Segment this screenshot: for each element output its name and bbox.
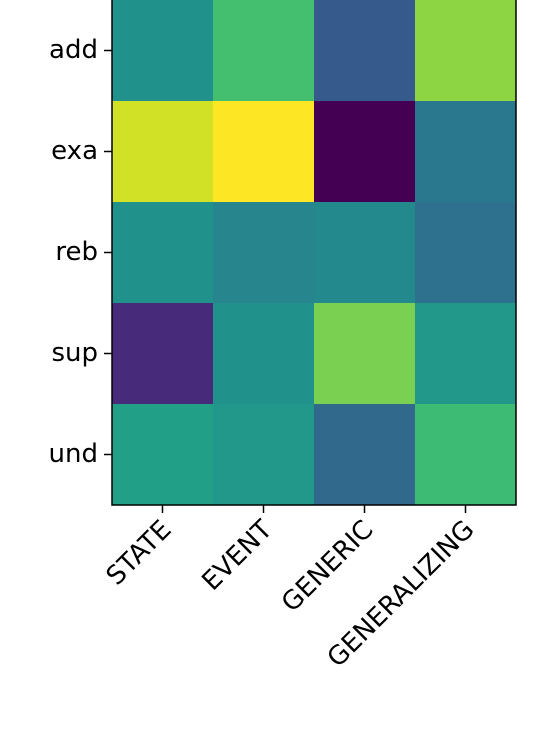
plot-frame <box>111 0 517 506</box>
heatmap-cell <box>213 303 315 405</box>
heatmap-cell <box>314 404 416 506</box>
heatmap-cell <box>314 202 416 304</box>
heatmap-cell <box>314 0 416 102</box>
heatmap-cell <box>415 101 517 203</box>
heatmap-cell <box>415 0 517 102</box>
heatmap-cell <box>314 101 416 203</box>
heatmap-cell <box>213 101 315 203</box>
heatmap-cell <box>213 202 315 304</box>
x-tick-label: STATE <box>101 515 178 592</box>
heatmap-cell <box>112 303 214 405</box>
heatmap-cell <box>213 0 315 102</box>
heatmap-cell <box>415 404 517 506</box>
y-tick-label: sup <box>51 338 98 368</box>
heatmap-cell <box>415 202 517 304</box>
heatmap-cell <box>415 303 517 405</box>
heatmap-cell <box>213 404 315 506</box>
heatmap-cell <box>112 202 214 304</box>
heatmap-cell <box>314 303 416 405</box>
y-tick-label: add <box>49 35 98 65</box>
heatmap-cell <box>112 101 214 203</box>
x-tick-label: EVENT <box>196 515 278 597</box>
y-tick-label: und <box>49 439 98 469</box>
x-tick-label: GENERIC <box>276 515 379 618</box>
heatmap-cell <box>112 0 214 102</box>
y-tick-label: exa <box>51 136 98 166</box>
heatmap-cell <box>112 404 214 506</box>
y-tick-label: reb <box>55 237 98 267</box>
